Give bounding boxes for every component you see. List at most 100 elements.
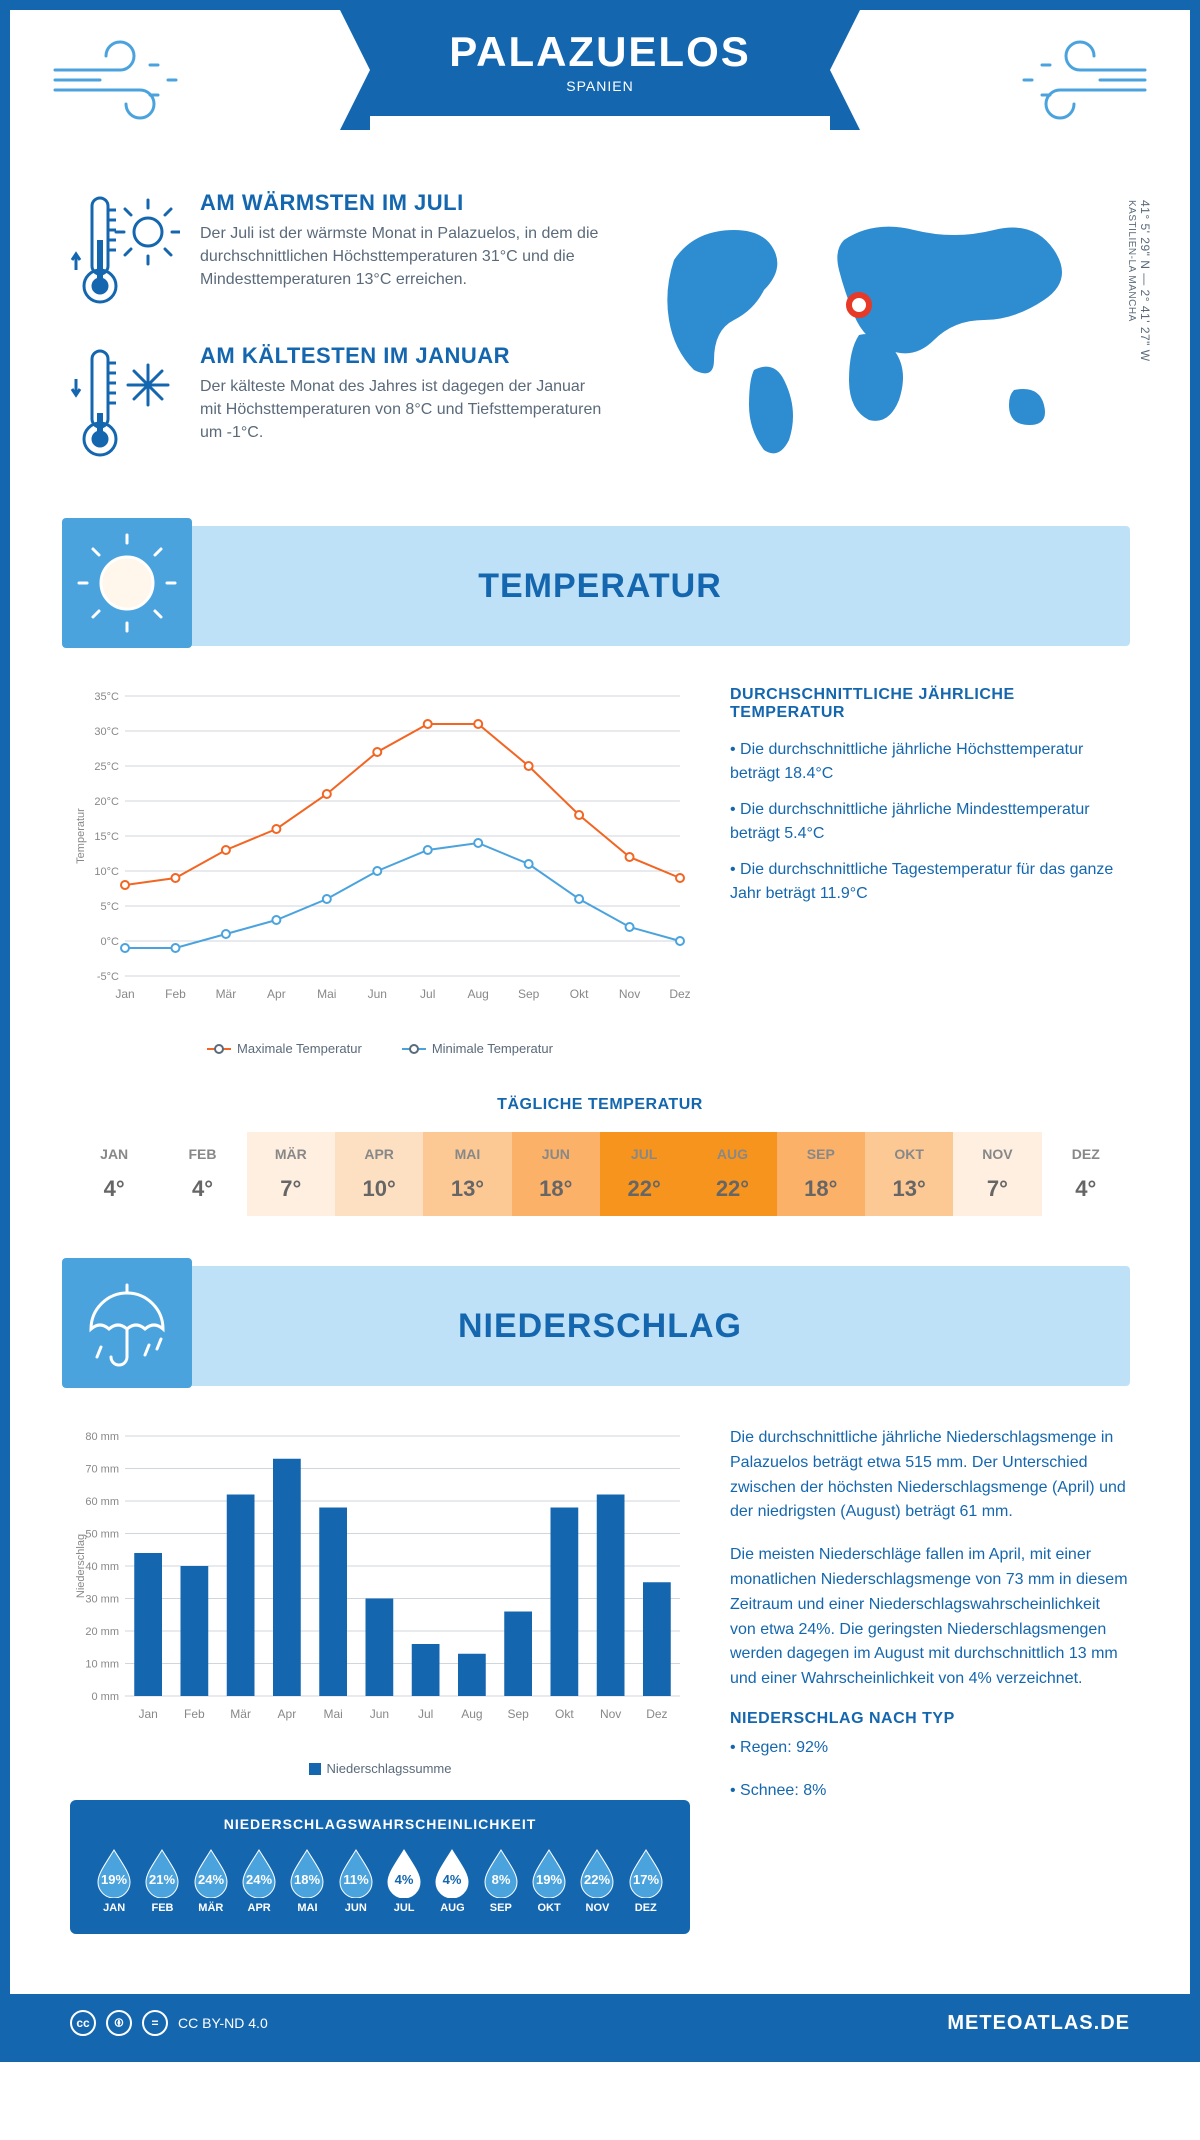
coordinates: 41° 5' 29" N — 2° 41' 27" WKASTILIEN-LA … (1124, 200, 1152, 362)
svg-text:19%: 19% (101, 1872, 127, 1887)
svg-text:5°C: 5°C (101, 901, 120, 913)
svg-text:18%: 18% (294, 1872, 320, 1887)
svg-text:22%: 22% (584, 1872, 610, 1887)
svg-text:Aug: Aug (461, 1707, 482, 1721)
thermometer-hot-icon (70, 190, 180, 315)
svg-text:Feb: Feb (184, 1707, 205, 1721)
svg-text:25°C: 25°C (94, 761, 119, 773)
svg-text:19%: 19% (536, 1872, 562, 1887)
svg-text:Temperatur: Temperatur (75, 808, 87, 864)
warmest-block: AM WÄRMSTEN IM JULI Der Juli ist der wär… (70, 190, 604, 315)
page: PALAZUELOS SPANIEN AM WÄRMSTEN IM JULI D… (0, 0, 1200, 2062)
svg-text:10°C: 10°C (94, 866, 119, 878)
dt-cell-jul: JUL22° (600, 1132, 688, 1216)
svg-text:Dez: Dez (669, 987, 690, 1001)
svg-text:17%: 17% (633, 1872, 659, 1887)
svg-text:Niederschlag: Niederschlag (75, 1534, 87, 1598)
drop-mär: 24%MÄR (187, 1846, 235, 1914)
svg-text:24%: 24% (198, 1872, 224, 1887)
svg-text:70 mm: 70 mm (85, 1464, 119, 1476)
svg-text:Mär: Mär (216, 987, 237, 1001)
svg-text:24%: 24% (246, 1872, 272, 1887)
precip-prob-box: NIEDERSCHLAGSWAHRSCHEINLICHKEIT 19%JAN21… (70, 1800, 690, 1934)
thermometer-cold-icon (70, 343, 180, 468)
svg-text:0°C: 0°C (101, 936, 120, 948)
svg-text:Mai: Mai (317, 987, 336, 1001)
svg-text:Sep: Sep (507, 1707, 529, 1721)
dt-cell-sep: SEP18° (777, 1132, 865, 1216)
drop-sep: 8%SEP (477, 1846, 525, 1914)
dt-cell-dez: DEZ4° (1042, 1132, 1130, 1216)
svg-text:20 mm: 20 mm (85, 1626, 119, 1638)
daily-temp-title: TÄGLICHE TEMPERATUR (10, 1096, 1190, 1114)
footer-site: METEOATLAS.DE (947, 2012, 1130, 2035)
svg-text:Feb: Feb (165, 987, 186, 1001)
precip-desc: Die durchschnittliche jährliche Niedersc… (730, 1426, 1130, 1934)
svg-text:21%: 21% (149, 1872, 175, 1887)
svg-text:50 mm: 50 mm (85, 1529, 119, 1541)
svg-text:Dez: Dez (646, 1707, 667, 1721)
svg-text:Jan: Jan (138, 1707, 157, 1721)
precip-title: NIEDERSCHLAG (458, 1307, 742, 1346)
dt-cell-jun: JUN18° (512, 1132, 600, 1216)
sun-icon (62, 518, 192, 648)
drop-okt: 19%OKT (525, 1846, 573, 1914)
drop-mai: 18%MAI (283, 1846, 331, 1914)
svg-text:Mai: Mai (323, 1707, 342, 1721)
svg-text:0 mm: 0 mm (92, 1691, 120, 1703)
precip-prob-title: NIEDERSCHLAGSWAHRSCHEINLICHKEIT (90, 1816, 670, 1832)
header: PALAZUELOS SPANIEN (10, 10, 1190, 180)
drop-jan: 19%JAN (90, 1846, 138, 1914)
summary-row: AM WÄRMSTEN IM JULI Der Juli ist der wär… (10, 180, 1190, 526)
svg-text:40 mm: 40 mm (85, 1561, 119, 1573)
precip-chart-section: 0 mm10 mm20 mm30 mm40 mm50 mm60 mm70 mm8… (10, 1386, 1190, 1954)
temperature-banner: TEMPERATUR (70, 526, 1130, 646)
by-icon: 🅯 (106, 2010, 132, 2036)
svg-text:Jul: Jul (418, 1707, 433, 1721)
svg-text:Nov: Nov (619, 987, 640, 1001)
title-ribbon: PALAZUELOS SPANIEN (370, 10, 830, 116)
precip-type-2: • Schnee: 8% (730, 1779, 1130, 1804)
warmest-title: AM WÄRMSTEN IM JULI (200, 190, 604, 216)
drop-jul: 4%JUL (380, 1846, 428, 1914)
footer: cc 🅯 = CC BY-ND 4.0 METEOATLAS.DE (10, 1994, 1190, 2052)
temperature-title: TEMPERATUR (478, 567, 722, 606)
svg-text:Jan: Jan (115, 987, 134, 1001)
temp-desc: DURCHSCHNITTLICHE JÄHRLICHE TEMPERATUR •… (730, 686, 1130, 1056)
precip-legend: Niederschlagssumme (70, 1761, 690, 1776)
dt-cell-mai: MAI13° (423, 1132, 511, 1216)
precip-drops: 19%JAN21%FEB24%MÄR24%APR18%MAI11%JUN4%JU… (90, 1846, 670, 1914)
precip-type-title: NIEDERSCHLAG NACH TYP (730, 1710, 1130, 1728)
precip-chart-svg: 0 mm10 mm20 mm30 mm40 mm50 mm60 mm70 mm8… (70, 1426, 690, 1746)
drop-nov: 22%NOV (573, 1846, 621, 1914)
svg-text:Mär: Mär (230, 1707, 251, 1721)
svg-text:35°C: 35°C (94, 691, 119, 703)
svg-text:Jun: Jun (370, 1707, 389, 1721)
location-subtitle: SPANIEN (410, 78, 790, 94)
svg-text:-5°C: -5°C (97, 971, 119, 983)
svg-text:30°C: 30°C (94, 726, 119, 738)
coldest-text: Der kälteste Monat des Jahres ist dagege… (200, 375, 604, 445)
dt-cell-apr: APR10° (335, 1132, 423, 1216)
dt-cell-okt: OKT13° (865, 1132, 953, 1216)
nd-icon: = (142, 2010, 168, 2036)
svg-text:Apr: Apr (278, 1707, 297, 1721)
svg-text:30 mm: 30 mm (85, 1594, 119, 1606)
svg-text:Sep: Sep (518, 987, 540, 1001)
dt-cell-feb: FEB4° (158, 1132, 246, 1216)
summary-left: AM WÄRMSTEN IM JULI Der Juli ist der wär… (70, 190, 604, 496)
temp-chart-svg: -5°C0°C5°C10°C15°C20°C25°C30°C35°CJanFeb… (70, 686, 690, 1026)
world-map: 41° 5' 29" N — 2° 41' 27" WKASTILIEN-LA … (644, 190, 1130, 496)
svg-text:Okt: Okt (570, 987, 589, 1001)
svg-text:Aug: Aug (468, 987, 489, 1001)
svg-text:60 mm: 60 mm (85, 1496, 119, 1508)
dt-cell-jan: JAN4° (70, 1132, 158, 1216)
temp-desc-title: DURCHSCHNITTLICHE JÄHRLICHE TEMPERATUR (730, 686, 1130, 722)
drop-feb: 21%FEB (138, 1846, 186, 1914)
temp-chart-section: -5°C0°C5°C10°C15°C20°C25°C30°C35°CJanFeb… (10, 646, 1190, 1076)
wind-icon-right (1010, 40, 1150, 130)
umbrella-icon (62, 1258, 192, 1388)
license-text: CC BY-ND 4.0 (178, 2015, 268, 2031)
location-title: PALAZUELOS (410, 28, 790, 76)
coldest-title: AM KÄLTESTEN IM JANUAR (200, 343, 604, 369)
